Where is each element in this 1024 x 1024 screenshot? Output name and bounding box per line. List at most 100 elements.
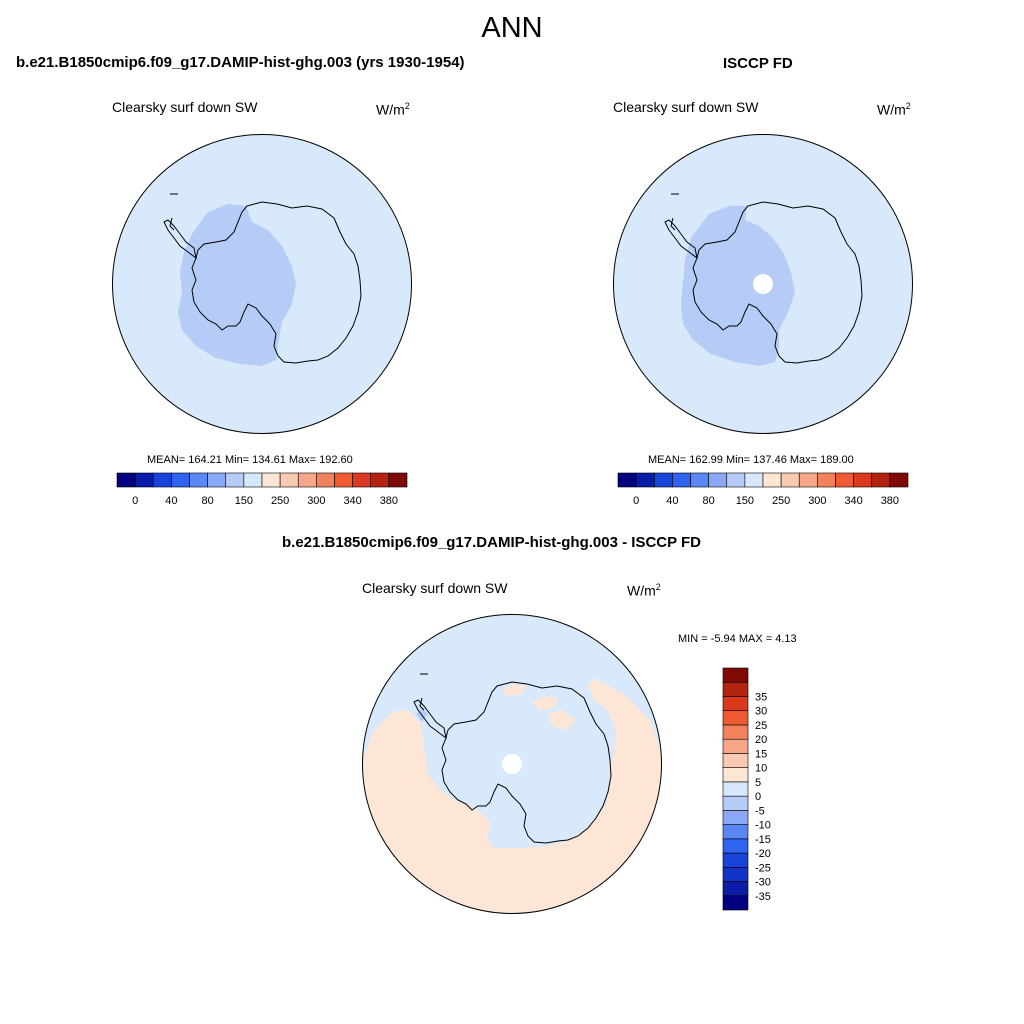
colorbar-box	[722, 724, 749, 740]
colorbar-tick-label: 380	[380, 495, 398, 507]
colorbar-tick-label: 40	[165, 495, 177, 507]
colorbar-box	[207, 472, 227, 488]
map-fill-layer	[113, 135, 411, 433]
colorbar-box	[134, 472, 154, 488]
map-boundary	[112, 134, 412, 434]
panel-2-variable: Clearsky surf down SW	[613, 99, 759, 115]
panel-3-title: b.e21.B1850cmip6.f09_g17.DAMIP-hist-ghg.…	[282, 534, 702, 551]
colorbar-tick-label: 300	[808, 495, 826, 507]
panel-3-map	[362, 614, 662, 914]
colorbar-box	[370, 472, 390, 488]
colorbar-tick-label: 35	[755, 691, 767, 703]
colorbar-box	[116, 472, 136, 488]
colorbar-box	[279, 472, 299, 488]
panel-1-map	[112, 134, 412, 434]
panel-3-colorbar: -35 -30 -25 -20 -15 -10 -5 0 5 10 15 20 25 30 35	[722, 667, 771, 911]
colorbar-tick-label: 0	[633, 495, 639, 507]
colorbar-box	[152, 472, 172, 488]
colorbar-box	[853, 472, 873, 488]
colorbar-box	[171, 472, 190, 488]
colorbar-box	[635, 472, 655, 488]
colorbar-tick-label: 80	[703, 495, 715, 507]
panel-1-colorbar: 0 40 80 150 250 300 340 380	[116, 472, 408, 507]
colorbar-box	[722, 810, 749, 825]
colorbar-box	[722, 881, 749, 897]
colorbar-tick-label: 150	[736, 495, 754, 507]
positive-patch-north	[502, 684, 526, 696]
colorbar-box	[225, 472, 245, 488]
colorbar-box	[722, 667, 749, 683]
colorbar-tick-label: 0	[755, 791, 761, 803]
panel-1-stats: MEAN= 164.21 Min= 134.61 Max= 192.60	[147, 454, 353, 466]
pole-hole	[753, 274, 773, 294]
panel-3-units: W/m2	[627, 582, 661, 599]
antarctica-coastline	[692, 201, 863, 364]
colorbar-tick-label: 25	[755, 720, 767, 732]
colorbar-box	[798, 472, 818, 488]
colorbar-tick-label: 380	[881, 495, 899, 507]
colorbar-box	[722, 866, 749, 882]
positive-patch-east-2	[548, 710, 576, 730]
pole-hole	[502, 754, 522, 774]
colorbar-tick-label: 5	[755, 777, 761, 789]
colorbar-box	[722, 696, 749, 712]
antarctica-coastline	[441, 681, 612, 844]
map-boundary	[613, 134, 913, 434]
colorbar-box	[762, 472, 782, 488]
west-antarctica-low-value-region	[681, 206, 795, 366]
colorbar-tick-label: 30	[755, 706, 767, 718]
colorbar-tick-label: -15	[755, 834, 771, 846]
colorbar-box	[817, 472, 836, 488]
colorbar-tick-label: -25	[755, 862, 771, 874]
colorbar-tick-label: 10	[755, 763, 767, 775]
panel-3-stats: MIN = -5.94 MAX = 4.13	[678, 633, 797, 645]
colorbar-box	[726, 472, 746, 488]
colorbar-tick-label: 300	[307, 495, 325, 507]
positive-patch-east	[532, 696, 558, 710]
panel-2-colorbar: 0 40 80 150 250 300 340 380	[617, 472, 909, 507]
colorbar-tick-label: 340	[343, 495, 361, 507]
island-outline	[419, 697, 425, 711]
colorbar-tick-label: 15	[755, 748, 767, 760]
island-outline	[169, 217, 175, 231]
colorbar-box	[672, 472, 691, 488]
panel-2-title: ISCCP FD	[723, 55, 793, 72]
colorbar-box	[722, 710, 749, 726]
colorbar-box	[871, 472, 891, 488]
antarctic-peninsula-coastline	[163, 219, 197, 260]
colorbar-tick-label: 250	[772, 495, 790, 507]
colorbar-box	[835, 472, 854, 488]
colorbar-box	[722, 753, 749, 768]
colorbar-box	[334, 472, 353, 488]
colorbar-box	[708, 472, 728, 488]
panel-2-stats: MEAN= 162.99 Min= 137.46 Max= 189.00	[648, 454, 854, 466]
figure-title: ANN	[481, 12, 543, 44]
colorbar-box	[722, 738, 749, 754]
panel-3-variable: Clearsky surf down SW	[362, 580, 508, 596]
colorbar-box	[297, 472, 317, 488]
panel-2-map	[613, 134, 913, 434]
colorbar-tick-label: 250	[271, 495, 289, 507]
colorbar-tick-label: 340	[844, 495, 862, 507]
colorbar-box	[261, 472, 281, 488]
colorbar-box	[722, 852, 749, 868]
colorbar-tick-label: 0	[132, 495, 138, 507]
panel-1-title: b.e21.B1850cmip6.f09_g17.DAMIP-hist-ghg.…	[16, 54, 465, 71]
antarctic-peninsula-coastline	[664, 219, 698, 260]
colorbar-tick-label: 80	[202, 495, 214, 507]
colorbar-box	[722, 781, 749, 797]
colorbar-box	[316, 472, 335, 488]
colorbar-box	[722, 681, 749, 697]
colorbar-tick-label: 40	[666, 495, 678, 507]
colorbar-box	[722, 838, 749, 854]
colorbar-box	[722, 795, 749, 811]
colorbar-box	[189, 472, 208, 488]
antarctic-peninsula-coastline	[413, 699, 447, 740]
colorbar-tick-label: -30	[755, 877, 771, 889]
panel-2-units: W/m2	[877, 101, 911, 118]
panel-1-variable: Clearsky surf down SW	[112, 99, 258, 115]
west-antarctica-low-value-region	[178, 204, 296, 366]
colorbar-box	[617, 472, 637, 488]
colorbar-box	[744, 472, 764, 488]
colorbar-box	[722, 895, 749, 911]
